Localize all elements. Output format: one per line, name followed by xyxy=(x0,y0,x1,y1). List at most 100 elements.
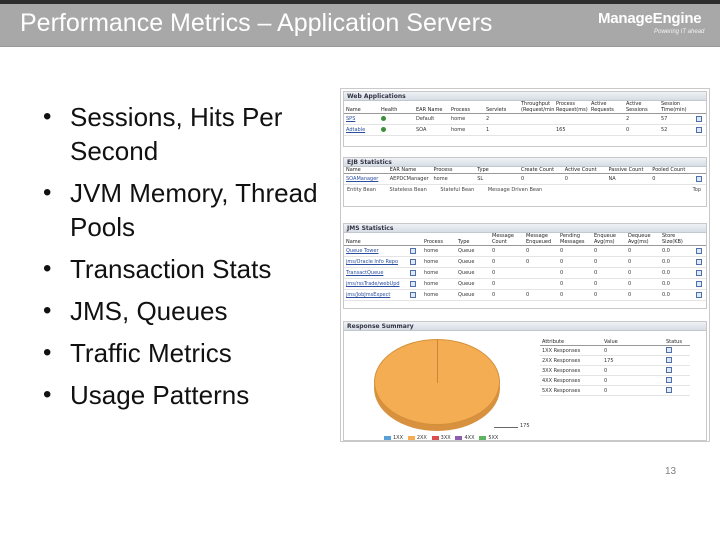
table-row[interactable]: SPS Default home 2 2 57 xyxy=(344,113,706,125)
pie-value-label: 175 xyxy=(520,423,530,429)
details-icon[interactable] xyxy=(696,258,702,265)
details-icon[interactable] xyxy=(696,291,702,298)
legend-label: 1XX xyxy=(393,435,404,441)
status-icon[interactable] xyxy=(666,367,672,374)
queue-type-icon xyxy=(410,291,416,298)
bullet-dot-icon: • xyxy=(43,381,52,408)
table-cell[interactable] xyxy=(694,278,706,290)
table-cell: Default xyxy=(414,113,449,125)
column-header: Dequeue Avg(ms) xyxy=(626,233,660,246)
table-cell: home xyxy=(422,278,456,290)
column-header: EAR Name xyxy=(414,101,449,114)
table-row[interactable]: jms/Oracle Info Repo home Queue 0 0 0 0 … xyxy=(344,256,706,268)
table-cell[interactable] xyxy=(694,267,706,279)
web-app-name-link[interactable]: SPS xyxy=(344,113,379,125)
column-header: Servlets xyxy=(484,101,519,114)
table-cell: Queue xyxy=(456,278,490,290)
table-cell: 0 xyxy=(592,245,626,257)
legend-swatch-1xx xyxy=(384,435,391,440)
table-cell xyxy=(589,124,624,136)
table-cell: 0 xyxy=(558,256,592,268)
jms-name-link[interactable]: jms/JobJmsExpect xyxy=(344,289,408,301)
details-icon[interactable] xyxy=(696,126,702,133)
table-cell[interactable] xyxy=(664,355,690,366)
top-link[interactable]: Top xyxy=(692,187,701,193)
status-icon[interactable] xyxy=(666,377,672,384)
table-row[interactable]: TransactQueue home Queue 0 0 0 0 0.0 xyxy=(344,267,706,279)
details-icon[interactable] xyxy=(696,175,702,182)
status-icon[interactable] xyxy=(666,387,672,394)
table-cell[interactable] xyxy=(694,245,706,257)
table-row: 2XX Responses 175 xyxy=(540,355,690,366)
jms-name-link[interactable]: jms/rssTrade/webUpd xyxy=(344,278,408,290)
table-row[interactable]: Queue Tower home Queue 0 0 0 0 0 0.0 xyxy=(344,245,706,257)
table-cell xyxy=(524,267,558,279)
page-number: 13 xyxy=(665,466,677,477)
table-cell xyxy=(408,267,422,279)
table-cell[interactable] xyxy=(694,124,706,136)
jms-name-link[interactable]: jms/Oracle Info Repo xyxy=(344,256,408,268)
health-cell xyxy=(379,124,414,136)
table-cell[interactable] xyxy=(664,365,690,376)
column-header: Message Enqueued xyxy=(524,233,558,246)
bullet-text: Usage Patterns xyxy=(70,380,250,410)
table-cell: 1XX Responses xyxy=(540,345,602,356)
legend-message-driven-bean: Message Driven Bean xyxy=(487,187,543,193)
table-cell[interactable] xyxy=(694,173,706,185)
table-cell[interactable] xyxy=(664,375,690,386)
table-cell[interactable] xyxy=(694,113,706,125)
table-cell: 0 xyxy=(592,267,626,279)
table-cell[interactable] xyxy=(664,345,690,356)
column-header: Name xyxy=(344,167,388,174)
table-cell xyxy=(519,124,554,136)
jms-name-link[interactable]: TransactQueue xyxy=(344,267,408,279)
table-row: 5XX Responses 0 xyxy=(540,385,690,396)
ejb-name-link[interactable]: SOAManager xyxy=(344,173,388,185)
legend-stateless-bean: Stateless Bean xyxy=(389,187,427,193)
legend-swatch-5xx xyxy=(479,435,487,440)
table-row[interactable]: jms/JobJmsExpect home Queue 0 0 0 0 0 0.… xyxy=(344,289,706,301)
response-legend: 1XX 2XX 3XX 4XX 5XX xyxy=(384,435,498,441)
column-header: Session Time(min) xyxy=(659,101,694,114)
status-icon[interactable] xyxy=(666,357,672,364)
table-cell: 0 xyxy=(624,124,659,136)
column-header: Active Requests xyxy=(589,101,624,114)
header-accent-stripe xyxy=(0,0,720,4)
table-cell: 2XX Responses xyxy=(540,355,602,366)
slide-title: Performance Metrics – Application Server… xyxy=(20,9,493,37)
table-cell: Queue xyxy=(456,256,490,268)
web-app-name-link[interactable]: Adtable xyxy=(344,124,379,136)
jms-name-link[interactable]: Queue Tower xyxy=(344,245,408,257)
bullet-dot-icon: • xyxy=(43,339,52,366)
table-cell xyxy=(408,245,422,257)
details-icon[interactable] xyxy=(696,115,702,122)
details-icon[interactable] xyxy=(696,280,702,287)
table-cell[interactable] xyxy=(694,256,706,268)
table-cell: Queue xyxy=(456,267,490,279)
table-cell xyxy=(554,113,589,125)
table-cell: 0 xyxy=(592,278,626,290)
table-cell: 0.0 xyxy=(660,289,694,301)
status-icon[interactable] xyxy=(666,347,672,354)
table-cell: 0 xyxy=(558,278,592,290)
table-cell: 0 xyxy=(626,245,660,257)
column-header: Pooled Count xyxy=(650,167,694,174)
table-cell: AEPDCManager xyxy=(387,173,432,185)
title-bar: Performance Metrics – Application Server… xyxy=(0,0,720,47)
bullet-list: • Sessions, Hits Per Second • JVM Memory, … xyxy=(30,100,330,420)
details-icon[interactable] xyxy=(696,247,702,254)
table-cell: 2 xyxy=(624,113,659,125)
jms-statistics-panel: JMS Statistics Name Process Type Message… xyxy=(343,223,707,309)
details-icon[interactable] xyxy=(696,269,702,276)
table-cell[interactable] xyxy=(664,385,690,396)
column-header xyxy=(694,167,706,174)
bullet-item: • JVM Memory, Thread Pools xyxy=(30,176,330,244)
table-row[interactable]: Adtable SOA home 1 165 0 52 xyxy=(344,124,706,136)
table-cell: home xyxy=(449,113,484,125)
web-applications-table: Name Health EAR Name Process Servlets Th… xyxy=(344,101,706,136)
table-row[interactable]: jms/rssTrade/webUpd home Queue 0 0 0 0 0… xyxy=(344,278,706,290)
table-row[interactable]: SOAManager AEPDCManager home SL 0 0 NA 0 xyxy=(344,173,706,185)
table-cell: 0 xyxy=(558,245,592,257)
table-cell[interactable] xyxy=(694,289,706,301)
column-header: Active Sessions xyxy=(624,101,659,114)
